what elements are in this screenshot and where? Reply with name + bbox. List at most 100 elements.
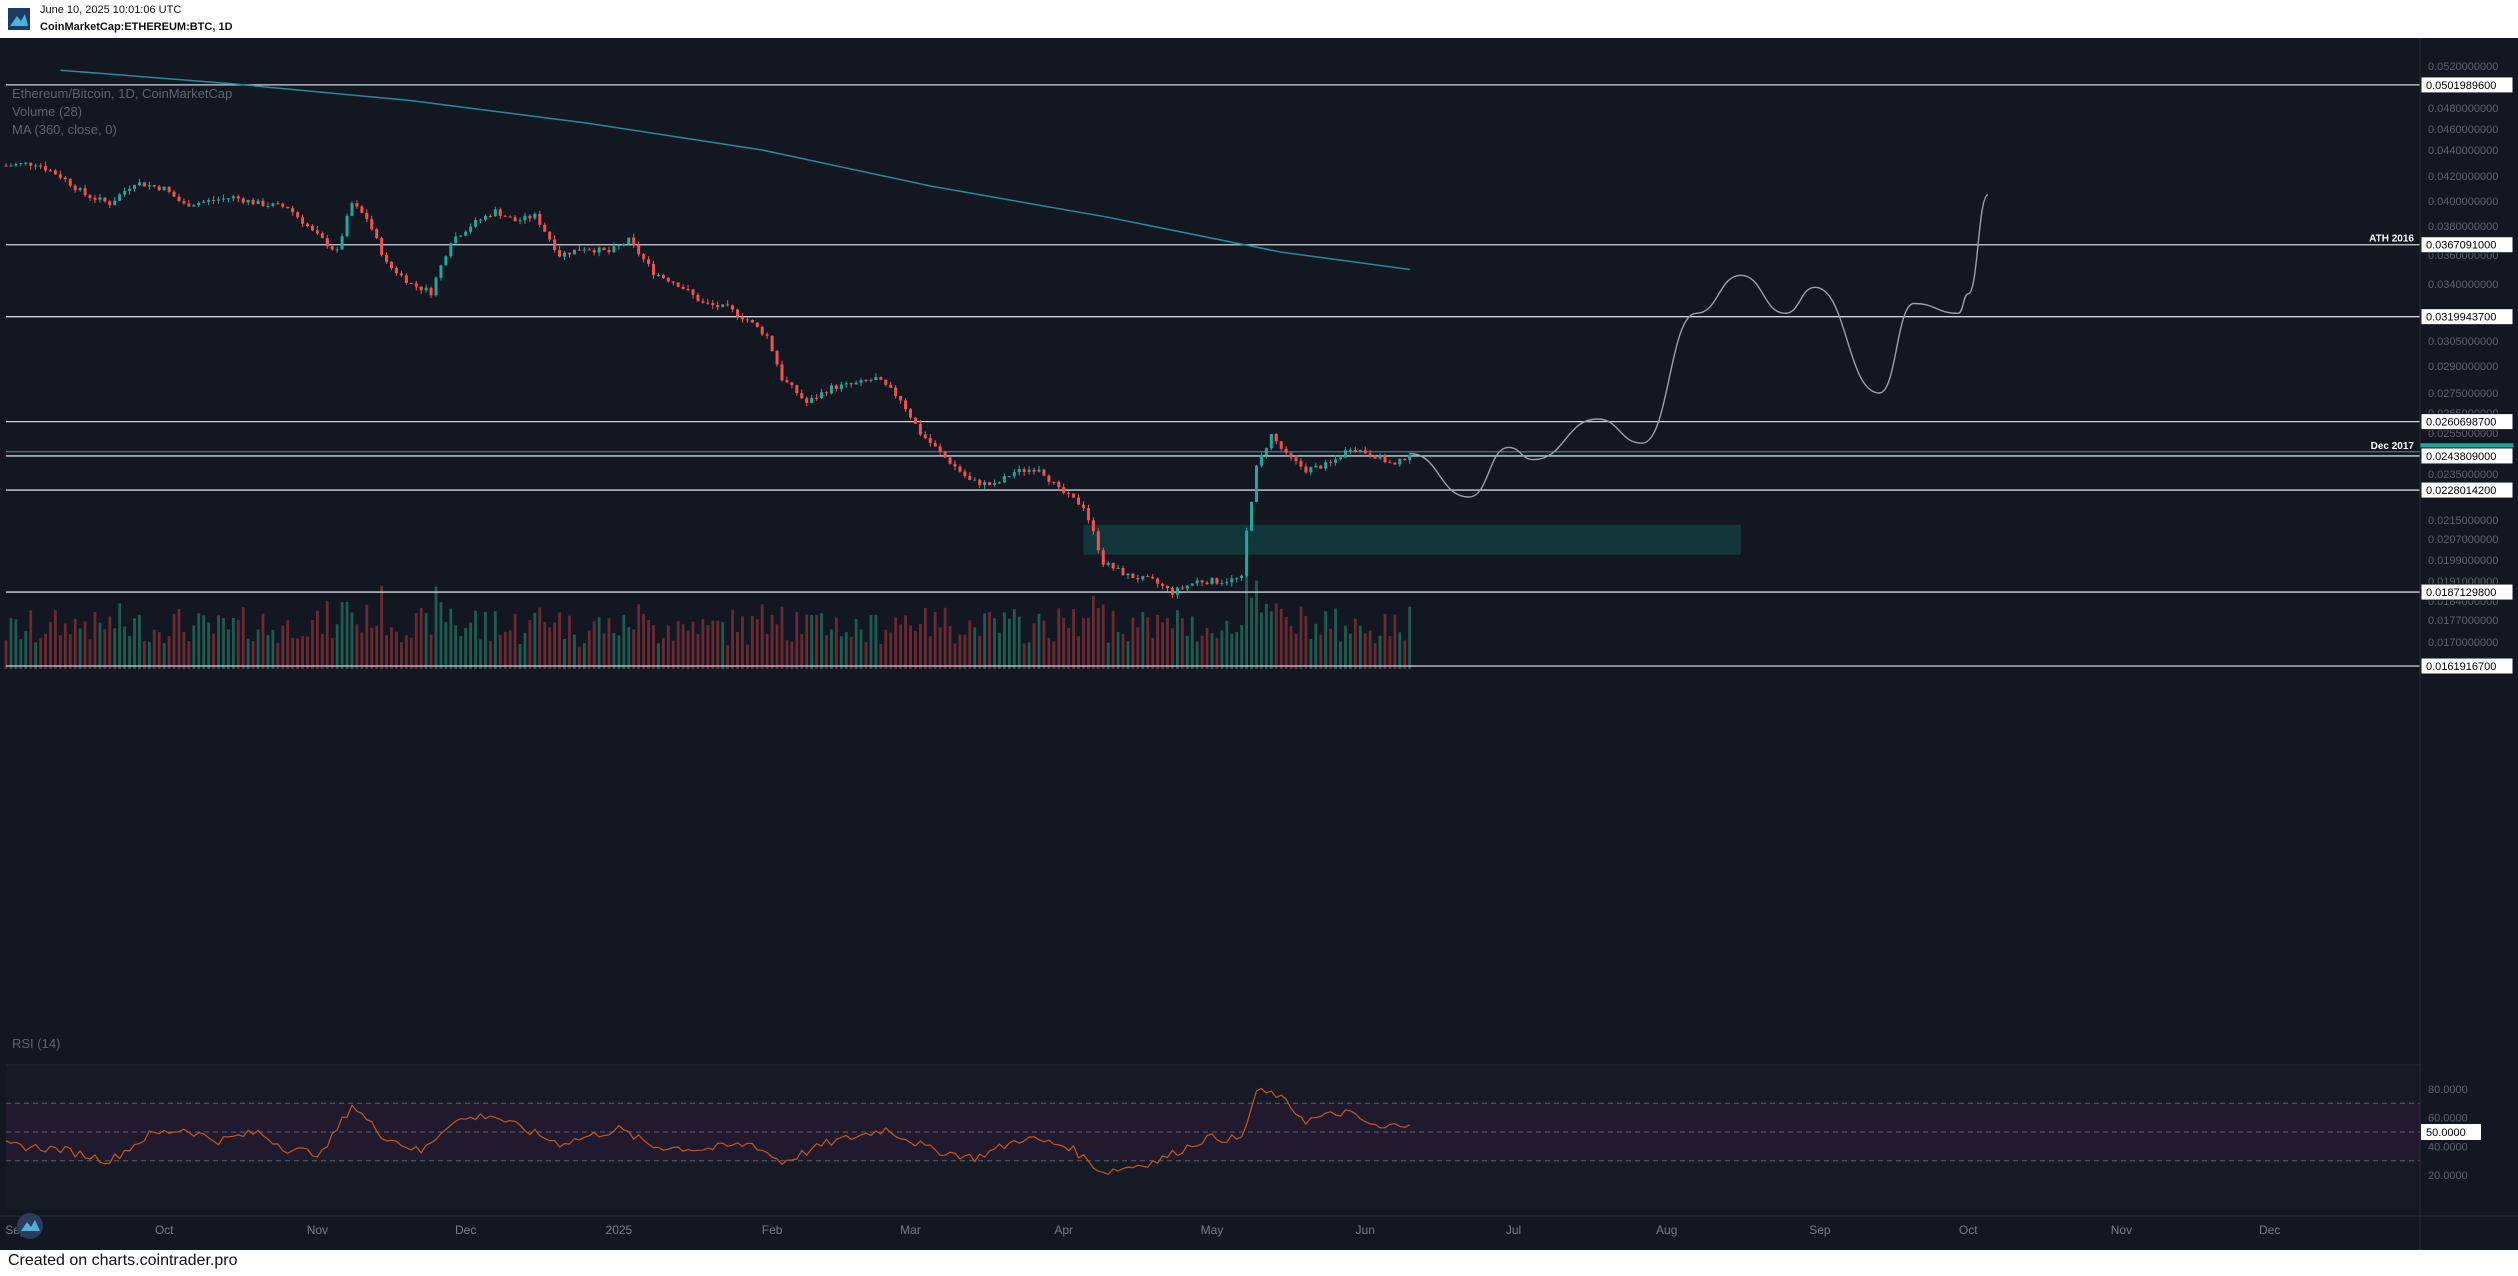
volume-bar [419,607,423,669]
candle-body [365,212,369,220]
candle-body [335,249,339,251]
time-tick-label: Nov [2111,1223,2132,1237]
price-axis[interactable]: 0.0520000000 0.0480000000 0.0460000000 0.04… [2419,38,2518,1250]
volume-bar [721,622,725,669]
volume-bar [1027,642,1031,669]
volume-bar [973,627,977,669]
candle-body [251,200,255,205]
candle-body [1012,472,1016,477]
volume-bar [1314,623,1318,669]
candle-body [691,289,695,295]
candle-body [978,479,982,486]
cointrader-logo-icon [8,8,30,30]
candle-body [824,392,828,394]
candle-body [770,335,774,352]
candle-body [795,385,799,394]
volume-bar [1106,642,1110,669]
volume-bar [612,632,616,669]
time-tick-label: Feb [762,1223,783,1237]
volume-bar [459,636,463,669]
volume-bar [1378,635,1382,669]
candle-body [1309,467,1313,473]
level-value: 0.0501989600 [2426,80,2496,92]
volume-bar [800,634,804,669]
candle-body [1343,450,1347,458]
candle-body [1210,578,1214,585]
candle-body [9,165,13,167]
candle-body [755,322,759,327]
candle-body [894,387,898,396]
ma-360-polyline [60,69,1410,271]
candle-body [1408,455,1412,461]
volume-bar [147,641,151,669]
candle-body [1378,455,1382,459]
candle-body [98,197,102,200]
candle-body [1116,568,1120,570]
candle-body [315,230,319,234]
volume-bar [1334,608,1337,669]
candle-body [325,237,329,247]
candle-body [1299,460,1303,467]
level-text: ATH 2016 [2369,234,2414,245]
candle-body [370,219,374,230]
rsi-pane: RSI (14) [5,1036,2420,1176]
candle-body [701,301,705,303]
candle-body [938,446,942,452]
volume-bar [671,640,675,669]
volume-bar [246,638,250,669]
candle-body [1161,583,1165,586]
volume-bar [172,613,176,669]
volume-bar [68,634,72,669]
candle-body [469,226,473,232]
price-tick-label: 0.0207000000 [2428,534,2498,546]
candle-body [587,249,591,251]
volume-bar [73,618,77,669]
volume-bars [4,556,1412,669]
volume-bar [434,586,438,669]
candle-body [899,395,903,401]
volume-bar [563,638,566,669]
candle-body [330,246,334,250]
volume-bar [63,623,67,669]
candle-body [226,198,230,200]
price-tick-label: 0.0170000000 [2428,637,2498,649]
volume-bar [469,622,473,669]
watermark-logo-icon [17,1213,43,1239]
volume-bar [493,611,497,669]
candle-body [533,213,537,219]
candle-body [1373,455,1377,459]
level-badge [2420,657,2514,675]
price-tick-label: 0.0460000000 [2428,124,2498,136]
volume-bar [98,622,102,669]
volume-bar [1245,556,1248,669]
candle-body [854,382,858,385]
level-value: 0.0319943700 [2426,312,2496,324]
volume-bar [1003,612,1006,669]
volume-bar [217,615,220,669]
candle-body [923,434,927,439]
volume-bar [1230,633,1234,669]
volume-bar [355,624,359,669]
candle-body [345,215,349,237]
candle-body [261,200,265,207]
candle-body [162,186,166,191]
volume-bar [1225,620,1229,669]
volume-bar [918,624,922,669]
candle-body [68,179,72,186]
volume-bar [1240,625,1244,669]
candle-body [1235,578,1239,580]
rsi-tick-label: 80.0000 [2428,1084,2468,1096]
volume-bar [943,607,947,669]
candle-body [454,236,458,244]
candle-body [612,246,616,253]
volume-bar [849,636,853,669]
time-axis[interactable]: Sep Oct Nov Dec 2025 Feb Mar Apr May Jun Jul Aug Sep… [0,1215,2518,1237]
volume-bar [360,632,364,669]
volume-bar [1383,614,1387,669]
volume-bar [88,639,92,669]
candle-body [1334,459,1338,463]
candle-body [39,165,43,167]
candle-body [291,208,295,213]
candle-body [567,252,571,255]
